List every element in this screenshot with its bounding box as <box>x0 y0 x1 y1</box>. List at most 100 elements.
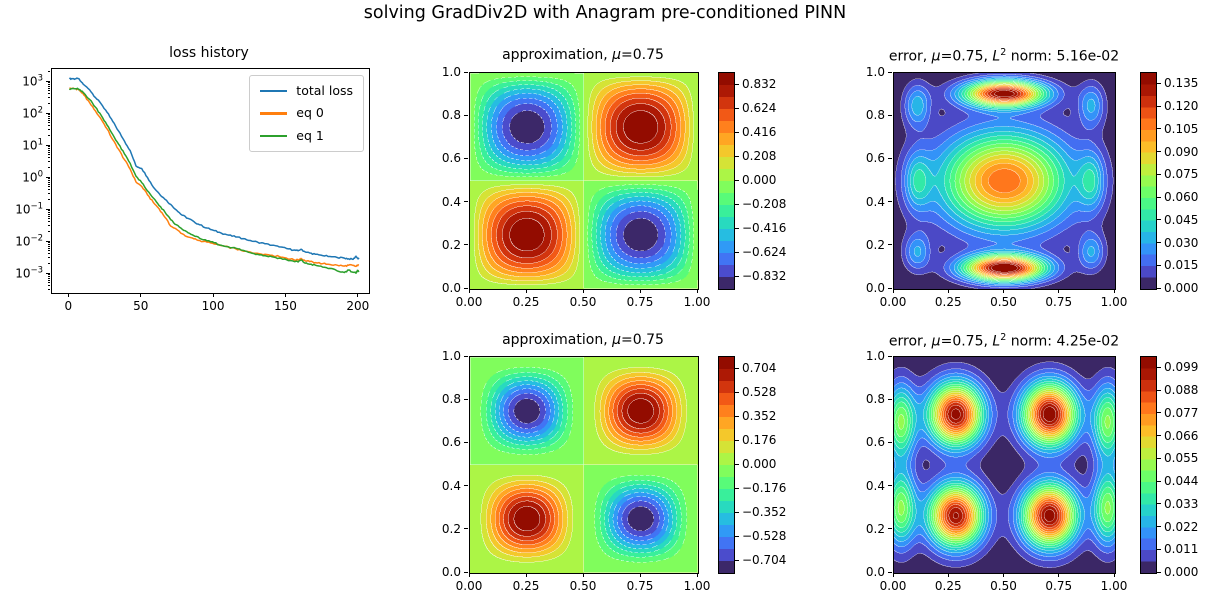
y-tick-mark <box>47 87 50 89</box>
legend-line-icon <box>260 89 288 93</box>
colorbar-tick-label: 0.099 <box>1164 360 1199 375</box>
y-tick-mark <box>46 112 50 114</box>
y-tick-mark <box>47 161 50 163</box>
colorbar-tick-label: 0.176 <box>742 433 777 447</box>
y-tick-mark <box>888 485 892 487</box>
loss-history-axes: total loss eq 0 eq 1 <box>51 68 370 294</box>
y-tick-mark <box>464 157 468 159</box>
approximation-bottom-contour-canvas <box>470 357 698 573</box>
colorbar-tick-label: 0.000 <box>1164 281 1199 295</box>
y-tick-mark <box>46 272 50 274</box>
title-segment: norm: 5.16e-02 <box>1006 48 1120 65</box>
x-tick-mark <box>696 573 698 577</box>
colorbar-tick-mark <box>1157 503 1161 505</box>
y-tick-mark <box>46 80 50 82</box>
y-tick-label: 0.8 <box>441 108 461 123</box>
x-tick-label: 1.00 <box>683 295 711 309</box>
x-tick-mark <box>947 289 949 293</box>
x-tick-label: 0.25 <box>934 295 962 309</box>
y-tick-mark <box>47 193 50 195</box>
y-tick-label: 101 <box>22 137 43 153</box>
y-tick-mark <box>47 179 50 181</box>
y-tick-label: 100 <box>22 169 43 185</box>
colorbar-tick-label: 0.044 <box>1164 474 1199 489</box>
approximation-top-title: approximation, μ=0.75 <box>502 47 664 63</box>
colorbar-tick-label: 0.077 <box>1164 405 1199 420</box>
colorbar-tick-label: 0.090 <box>1164 144 1199 159</box>
legend-label: eq 0 <box>296 105 324 121</box>
y-tick-mark <box>47 211 50 213</box>
colorbar-tick-mark <box>735 155 739 157</box>
colorbar-tick-mark <box>735 367 739 369</box>
title-segment: error, <box>888 333 932 350</box>
y-tick-label: 1.0 <box>865 65 885 79</box>
colorbar-tick-mark <box>1157 196 1161 198</box>
y-tick-label: 0.6 <box>865 151 885 166</box>
approximation-bottom-axes <box>469 356 699 574</box>
colorbar-tick-label: −0.352 <box>742 505 787 519</box>
y-tick-label: 0.6 <box>441 435 461 450</box>
y-tick-mark <box>47 129 50 131</box>
colorbar-gradient <box>1141 357 1156 573</box>
colorbar-tick-mark <box>1157 287 1161 289</box>
x-tick-mark <box>696 289 698 293</box>
x-tick-label: 1.00 <box>683 579 711 593</box>
legend-item-total-loss: total loss <box>260 83 353 98</box>
x-tick-label: 100 <box>201 299 225 313</box>
y-tick-mark <box>47 210 50 212</box>
colorbar-tick-mark <box>1157 457 1161 459</box>
legend-label: eq 1 <box>296 127 324 143</box>
y-tick-mark <box>47 97 50 99</box>
colorbar-tick-mark <box>735 511 739 513</box>
y-tick-mark <box>47 285 50 287</box>
y-tick-mark <box>47 70 50 72</box>
y-tick-mark <box>47 114 50 116</box>
title-segment: μ <box>931 48 941 65</box>
colorbar-tick-mark <box>735 535 739 537</box>
x-tick-mark <box>468 289 470 293</box>
y-tick-mark <box>47 186 50 188</box>
y-tick-label: 0.2 <box>865 237 885 252</box>
colorbar-tick-mark <box>735 227 739 229</box>
x-tick-label: 1.00 <box>1100 295 1128 309</box>
colorbar-tick-label: 0.105 <box>1164 121 1199 136</box>
x-tick-mark <box>140 293 142 297</box>
x-tick-mark <box>1058 573 1060 577</box>
y-tick-mark <box>47 183 50 185</box>
colorbar-tick-label: 0.000 <box>1164 565 1199 579</box>
title-segment: μ <box>612 332 622 348</box>
y-tick-mark <box>47 198 50 200</box>
y-tick-mark <box>47 83 50 85</box>
colorbar-tick-mark <box>1157 105 1161 107</box>
x-tick-label: 50 <box>133 299 149 313</box>
y-tick-mark <box>888 71 892 73</box>
error-bottom-axes <box>893 356 1116 574</box>
y-tick-mark <box>464 355 468 357</box>
y-tick-label: 0.4 <box>441 194 461 209</box>
colorbar-tick-label: 0.055 <box>1164 451 1199 466</box>
error-bottom-title: error, μ=0.75, L2 norm: 4.25e-02 <box>889 332 1119 350</box>
colorbar-gradient <box>719 357 734 573</box>
colorbar-tick-mark <box>1157 412 1161 414</box>
colorbar-tick-label: 0.015 <box>1164 258 1199 273</box>
colorbar-tick-mark <box>1157 173 1161 175</box>
error-bottom-colorbar <box>1140 356 1157 574</box>
error-bottom-contour-canvas <box>894 357 1115 573</box>
loss-curve-eq-0 <box>69 87 360 268</box>
y-tick-label: 0.2 <box>441 237 461 252</box>
colorbar-tick-label: 0.624 <box>742 101 777 115</box>
y-tick-mark <box>47 117 50 119</box>
title-segment: approximation, <box>502 47 613 63</box>
colorbar-tick-mark <box>735 559 739 561</box>
x-tick-label: 200 <box>346 299 370 313</box>
y-tick-label: 0.8 <box>865 392 885 407</box>
approximation-top-axes <box>469 72 699 290</box>
y-tick-mark <box>888 157 892 159</box>
y-tick-label: 10−2 <box>15 233 43 249</box>
y-tick-mark <box>47 215 50 217</box>
colorbar-tick-mark <box>735 131 739 133</box>
y-tick-mark <box>464 485 468 487</box>
x-tick-label: 150 <box>274 299 297 313</box>
colorbar-tick-mark <box>1157 82 1161 84</box>
